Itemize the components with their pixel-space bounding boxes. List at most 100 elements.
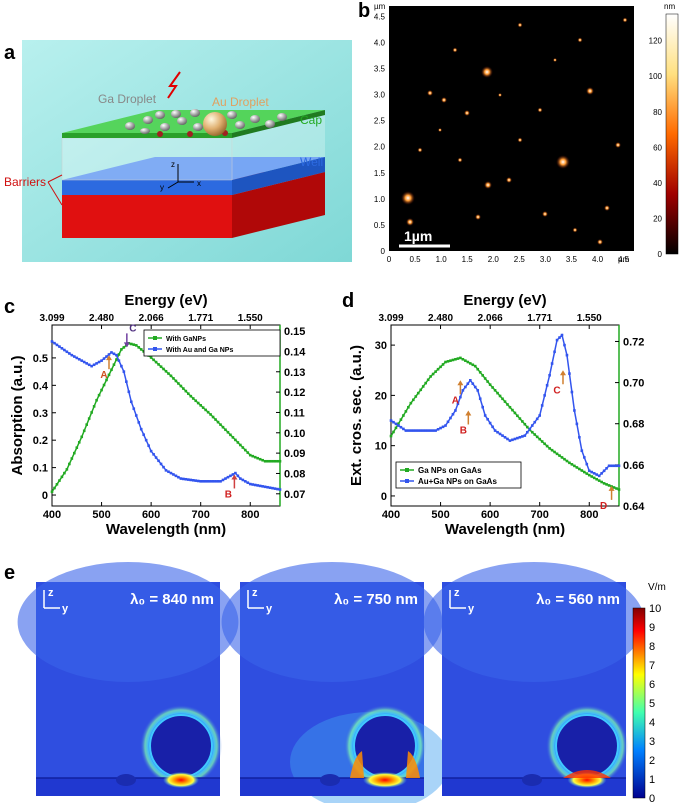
axis-y-label: y — [62, 603, 69, 615]
series-point — [615, 487, 618, 490]
series-point — [526, 425, 529, 429]
series-point — [194, 479, 198, 482]
series-point — [404, 429, 408, 432]
series-point — [595, 473, 598, 476]
y-axis-label: Ext. cros. sec. (a.u.) — [348, 345, 365, 486]
series-point — [523, 434, 527, 437]
right-tick-label: 0.07 — [284, 489, 305, 501]
series-point — [434, 370, 437, 373]
ga-droplet-label: Ga Droplet — [98, 92, 157, 106]
series-point — [63, 348, 66, 352]
series-point — [122, 346, 126, 349]
series-point — [50, 340, 54, 343]
series-point — [191, 397, 195, 400]
series-point — [209, 480, 212, 483]
x-tick-label: 400 — [382, 509, 400, 521]
afm-colorbar-tick: 100 — [649, 72, 663, 81]
series-point — [92, 405, 96, 408]
series-point — [595, 477, 598, 481]
series-point — [518, 435, 522, 439]
series-point — [278, 459, 282, 463]
afm-x-unit: µm — [618, 255, 630, 264]
panel-a-label: a — [4, 42, 16, 64]
series-point — [441, 363, 445, 366]
series-point — [224, 477, 227, 480]
x-tick-label: 600 — [481, 509, 499, 521]
series-point — [521, 420, 524, 423]
series-point — [436, 428, 440, 431]
afm-colorbar-tick: 80 — [653, 108, 662, 117]
series-point — [231, 436, 235, 439]
series-point — [469, 379, 472, 382]
series-point — [102, 383, 106, 387]
series-point — [513, 437, 517, 441]
series-point — [75, 356, 79, 360]
series-point — [456, 357, 460, 360]
series-point — [488, 421, 492, 425]
series-point — [461, 357, 465, 361]
series-point — [513, 411, 517, 415]
series-point — [179, 384, 183, 388]
series-point — [85, 362, 88, 365]
series-point — [191, 478, 195, 482]
au-droplet-sphere — [203, 112, 227, 136]
series-point — [558, 336, 561, 339]
top-tick-label: 1.771 — [188, 313, 213, 324]
series-point — [105, 378, 108, 382]
series-point — [110, 368, 113, 372]
series-point — [583, 456, 586, 459]
marker-arrowhead — [231, 474, 238, 480]
field-colorbar-unit: V/m — [648, 582, 666, 593]
series-point — [68, 462, 71, 466]
series-point — [115, 358, 118, 361]
series-point — [162, 367, 165, 371]
series-point — [95, 398, 98, 402]
series-point — [187, 392, 190, 395]
series-point — [473, 385, 477, 389]
afm-y-tick-label: 0.5 — [374, 221, 386, 230]
series-point — [110, 351, 113, 354]
afm-colorbar-unit: nm — [664, 2, 675, 11]
series-point — [543, 394, 546, 397]
right-tick-label: 0.11 — [284, 407, 305, 419]
marker-label: A — [452, 395, 459, 406]
right-tick-label: 0.08 — [284, 468, 305, 480]
series-point — [530, 430, 534, 434]
series-point — [169, 471, 173, 475]
series-point — [149, 356, 153, 359]
series-point — [416, 391, 420, 395]
series-point — [535, 417, 539, 421]
spacer-side — [232, 115, 325, 180]
series-point — [58, 479, 61, 482]
series-point — [416, 429, 420, 432]
series-point — [85, 423, 88, 426]
field-glow — [423, 562, 645, 682]
series-point — [115, 353, 118, 357]
series-point — [167, 470, 170, 474]
series-point — [585, 472, 589, 475]
axis-z-label: z — [48, 587, 54, 599]
series-point — [429, 429, 432, 432]
panel-b-afm: 1µm µm µm 0 0.5 1.0 1.5 2.0 2.5 3.0 3.5 4.0 4.5 0… — [374, 2, 679, 264]
series-point — [55, 343, 59, 347]
series-point — [251, 483, 255, 486]
series-point — [602, 482, 606, 485]
series-point — [256, 456, 259, 460]
series-point — [201, 480, 205, 483]
series-point — [446, 420, 450, 424]
series-point — [97, 393, 101, 397]
field-colorbar-tick: 4 — [649, 717, 655, 729]
series-point — [87, 363, 91, 367]
afm-colorbar-tick: 120 — [649, 37, 663, 46]
series-point — [459, 395, 462, 399]
series-point — [157, 363, 160, 366]
series-point — [73, 451, 76, 455]
series-point — [244, 480, 247, 483]
afm-colorbar-tick: 20 — [653, 214, 662, 223]
afm-y-ticks: 0 0.5 1.0 1.5 2.0 2.5 3.0 3.5 4.0 4.5 — [374, 12, 386, 256]
series-point — [263, 485, 267, 489]
series-point — [144, 438, 148, 442]
series-point — [486, 417, 489, 421]
series-point — [449, 416, 452, 420]
